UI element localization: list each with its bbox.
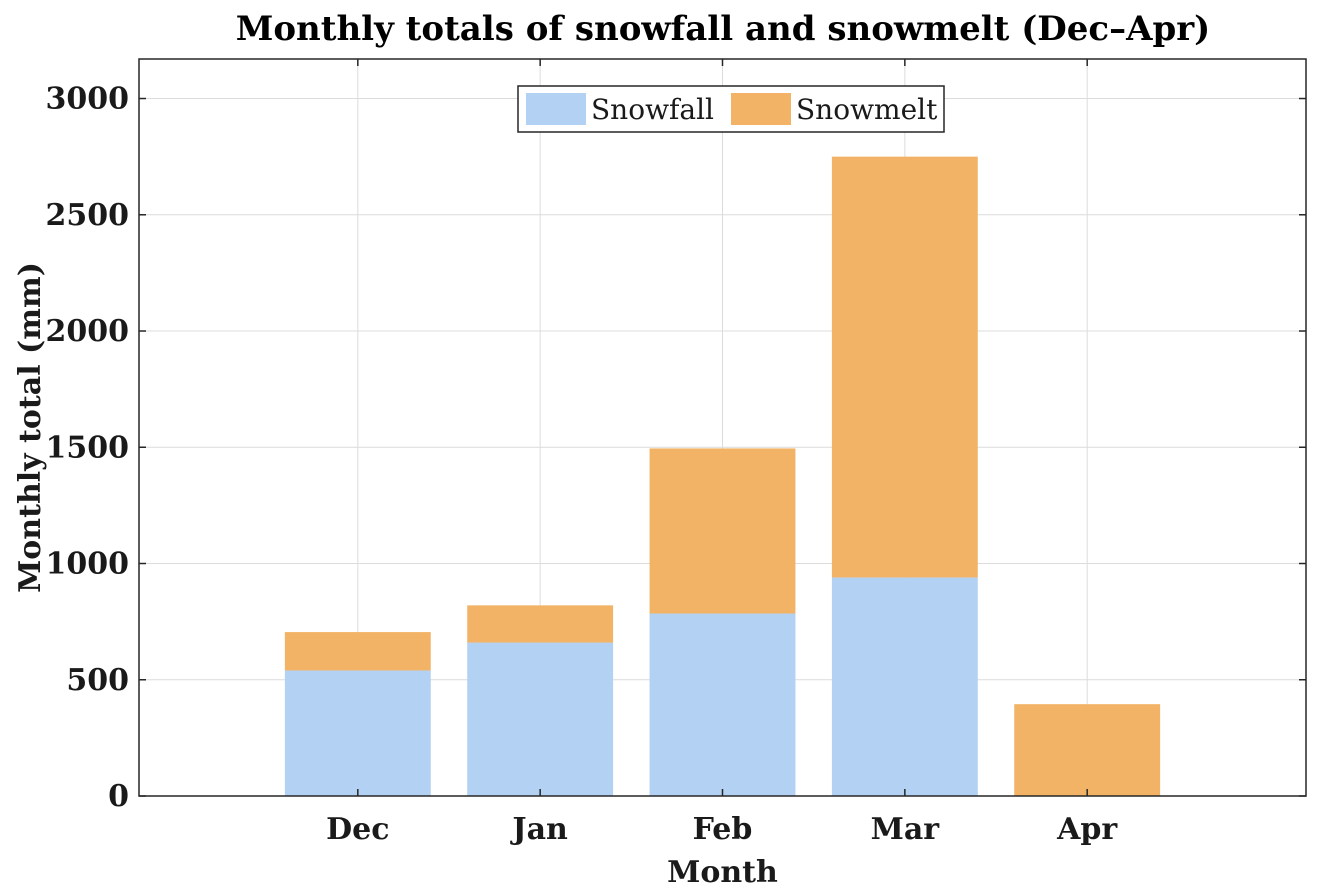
y-tick-label-3: 1500 <box>46 430 130 465</box>
legend-label-snowfall: Snowfall <box>591 93 714 126</box>
bar-snowmelt-apr <box>1014 704 1161 796</box>
x-tick-label-mar: Mar <box>871 812 941 847</box>
y-tick-label-0: 0 <box>108 779 129 814</box>
bar-snowfall-dec <box>284 670 431 796</box>
bars <box>284 156 1161 796</box>
x-tick-label-dec: Dec <box>326 812 389 847</box>
bar-snowmelt-dec <box>284 632 431 671</box>
legend-label-snowmelt: Snowmelt <box>796 93 938 126</box>
legend-swatch-snowmelt <box>731 93 791 125</box>
y-tick-label-1: 500 <box>66 663 129 698</box>
chart-title: Monthly totals of snowfall and snowmelt … <box>236 9 1211 49</box>
x-tick-label-feb: Feb <box>693 812 753 847</box>
y-tick-label-2: 1000 <box>46 547 130 582</box>
y-tick-label-6: 3000 <box>46 82 130 117</box>
bar-snowmelt-feb <box>649 448 796 614</box>
bar-snowmelt-mar <box>831 156 978 578</box>
x-tick-label-jan: Jan <box>509 812 568 847</box>
x-tick-label-apr: Apr <box>1056 812 1118 847</box>
y-axis-label: Monthly total (mm) <box>13 262 48 593</box>
legend: Snowfall Snowmelt <box>517 85 945 133</box>
bar-snowfall-feb <box>649 613 796 796</box>
bar-snowfall-jan <box>467 642 614 796</box>
axis-ticks: 0 500 1000 1500 2000 2500 3000 Dec Jan Feb Mar Apr <box>46 59 1306 847</box>
y-tick-label-5: 2500 <box>46 198 130 233</box>
y-tick-label-4: 2000 <box>46 314 130 349</box>
legend-swatch-snowfall <box>526 93 586 125</box>
bar-snowfall-mar <box>831 577 978 796</box>
x-axis-label: Month <box>667 855 778 890</box>
bar-snowmelt-jan <box>467 605 614 643</box>
